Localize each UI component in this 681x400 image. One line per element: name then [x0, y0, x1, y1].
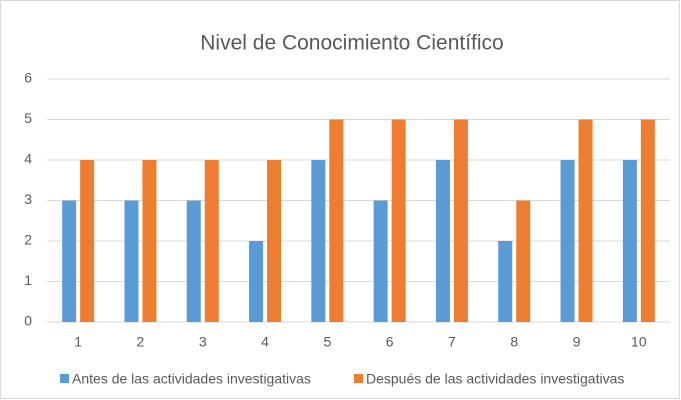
x-tick-label: 6	[386, 334, 394, 350]
y-tick-label: 1	[24, 272, 32, 288]
bar	[267, 160, 282, 322]
x-tick-label: 4	[261, 334, 269, 350]
y-tick-label: 4	[24, 151, 32, 167]
x-tick-label: 3	[199, 334, 207, 350]
x-tick-label: 2	[137, 334, 145, 350]
x-tick-label: 10	[631, 334, 647, 350]
legend-swatch	[60, 374, 69, 383]
bar	[498, 241, 513, 322]
bar	[62, 200, 77, 322]
y-tick-label: 5	[24, 110, 32, 126]
bar	[640, 119, 655, 322]
x-tick-label: 9	[573, 334, 581, 350]
y-tick-label: 6	[24, 70, 32, 86]
bar	[560, 160, 575, 322]
bar	[578, 119, 593, 322]
bar	[391, 119, 406, 322]
bar	[435, 160, 450, 322]
legend-label: Antes de las actividades investigativas	[72, 371, 311, 387]
bar	[80, 160, 95, 322]
x-tick-label: 8	[510, 334, 518, 350]
bar	[142, 160, 157, 322]
y-tick-label: 0	[24, 313, 32, 329]
legend-label: Después de las actividades investigativa…	[366, 371, 624, 387]
bar	[311, 160, 326, 322]
x-tick-label: 7	[448, 334, 456, 350]
bar	[124, 200, 139, 322]
bar	[373, 200, 388, 322]
chart-title: Nivel de Conocimiento Científico	[200, 32, 503, 55]
bar	[329, 119, 344, 322]
bar	[516, 200, 531, 322]
bar	[622, 160, 637, 322]
bar	[186, 200, 201, 322]
bar	[249, 241, 264, 322]
bar	[204, 160, 219, 322]
x-tick-label: 5	[323, 334, 331, 350]
y-tick-label: 2	[24, 232, 32, 248]
x-tick-label: 1	[74, 334, 82, 350]
y-tick-label: 3	[24, 191, 32, 207]
legend-swatch	[354, 374, 363, 383]
bar	[453, 119, 468, 322]
